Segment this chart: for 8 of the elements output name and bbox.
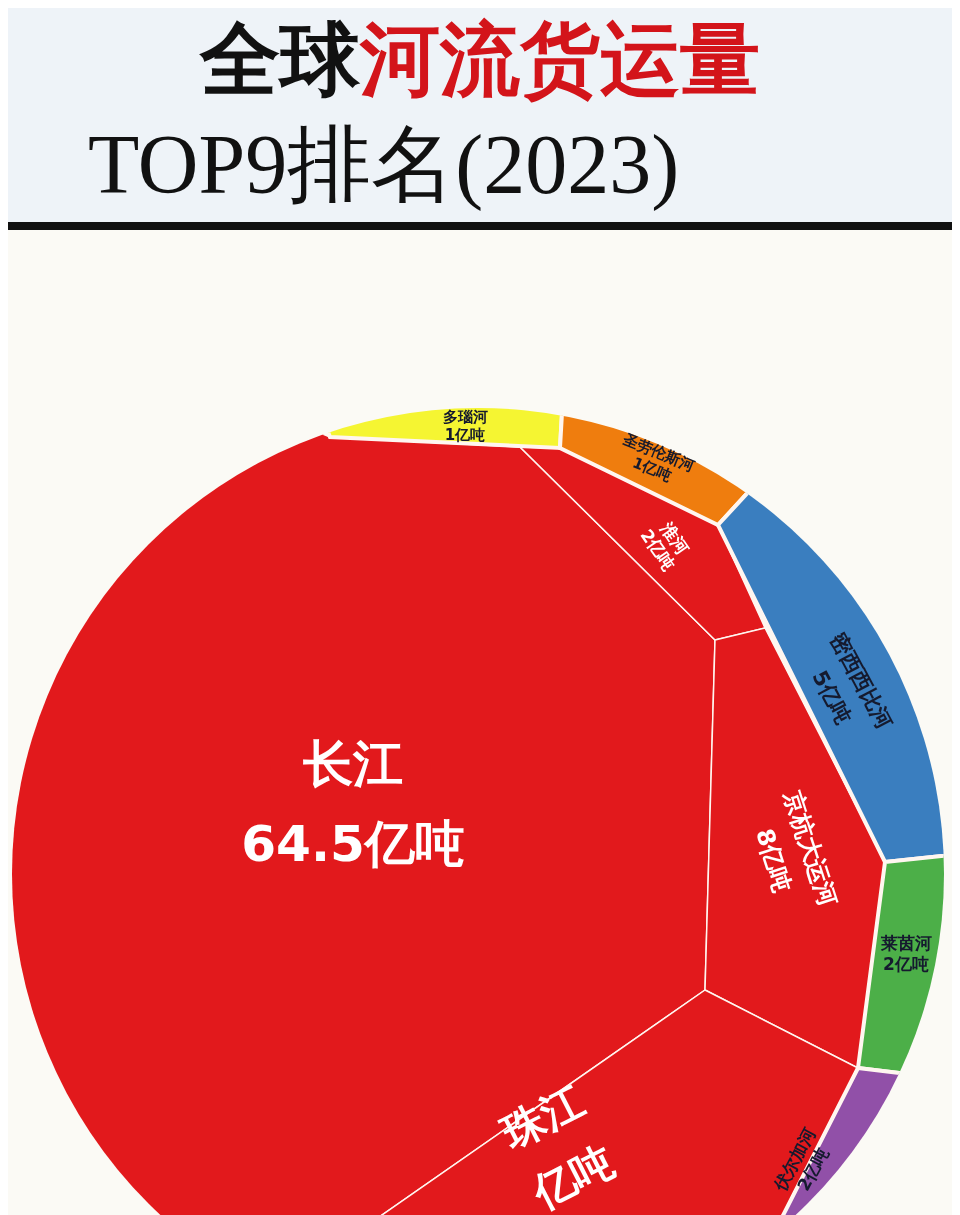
category-label: 多瑙河 (442, 407, 488, 426)
category-label: 莱茵河 (879, 933, 932, 954)
text: 全球河流货运量 (200, 13, 760, 106)
data-label: 2亿吨 (883, 953, 929, 974)
category-label: 长江 (302, 733, 403, 793)
text: TOP9排名(2023) (87, 117, 681, 213)
data-label: 64.5亿吨 (241, 814, 465, 874)
data-label: 1亿吨 (444, 425, 486, 444)
